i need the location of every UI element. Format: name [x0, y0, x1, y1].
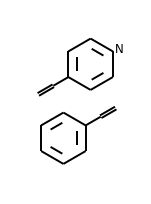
- Text: N: N: [115, 43, 124, 56]
